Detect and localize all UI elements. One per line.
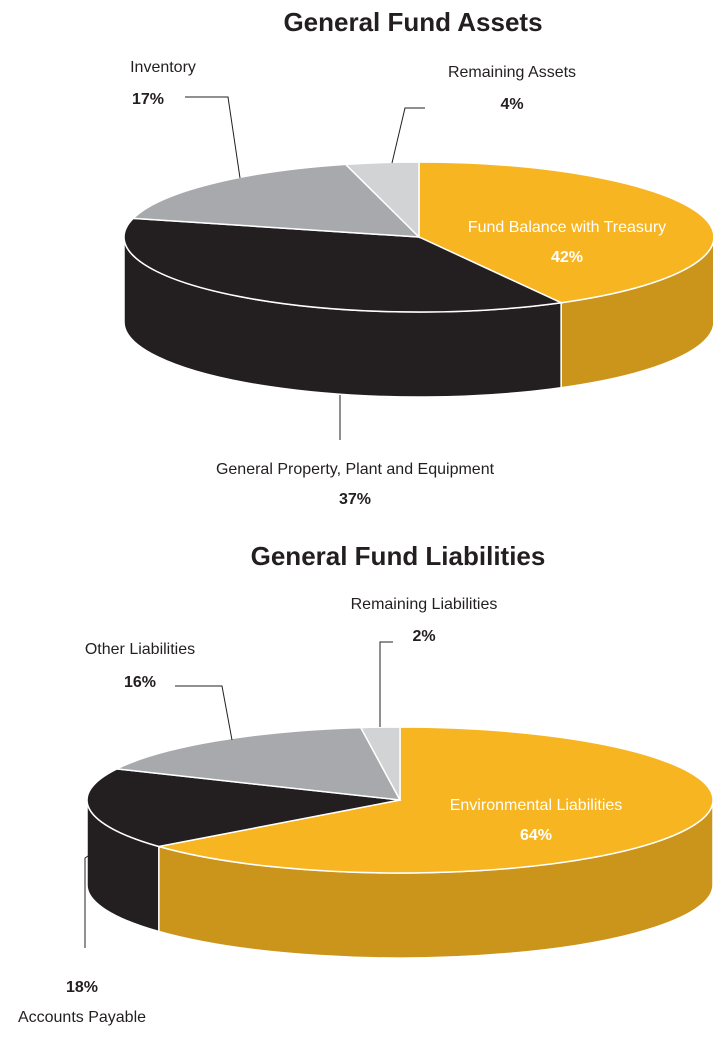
slice: [343, 161, 420, 239]
slice-value-label: 2%: [412, 628, 435, 645]
slice-value-label: 17%: [132, 91, 164, 108]
slice-value-label: 42%: [551, 249, 583, 266]
chart-title: General Fund Assets: [283, 7, 542, 37]
slice-label: Accounts Payable: [18, 1009, 146, 1026]
slice-value-label: 64%: [520, 827, 552, 844]
slice-label: Remaining Assets: [448, 64, 576, 81]
leader-line: [84, 842, 109, 948]
slice-value-label: 18%: [66, 979, 98, 996]
slice: [131, 163, 421, 238]
slice-label: Remaining Liabilities: [351, 596, 498, 613]
slice: [123, 217, 564, 313]
slice: [158, 726, 713, 874]
leader-line: [185, 96, 241, 179]
leader-line: [379, 641, 393, 727]
slice-value-label: 4%: [500, 96, 523, 113]
slice-value-label: 16%: [124, 674, 156, 691]
leader-line: [391, 107, 425, 164]
slice: [114, 726, 402, 801]
slice: [359, 726, 401, 801]
slice: [418, 161, 713, 304]
slice-label: General Property, Plant and Equipment: [216, 461, 495, 478]
chart-title: General Fund Liabilities: [251, 541, 546, 571]
slice-label: Fund Balance with Treasury: [468, 219, 666, 236]
slice-label: Other Liabilities: [85, 641, 195, 658]
slice-label: Environmental Liabilities: [450, 797, 623, 814]
slice-label: Inventory: [130, 59, 196, 76]
leader-line: [175, 685, 233, 741]
slice-value-label: 37%: [339, 491, 371, 508]
slice: [86, 768, 401, 848]
